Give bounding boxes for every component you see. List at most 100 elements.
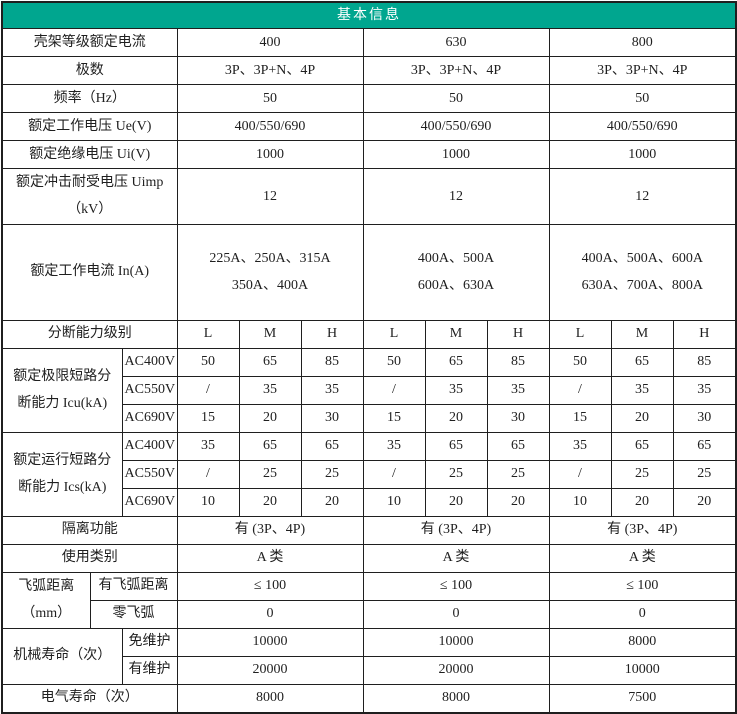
table-row: 使用类别 A 类 A 类 A 类: [1, 543, 737, 573]
label-in: 额定工作电流 In(A): [1, 223, 178, 321]
value-icu-ac550v-9: 35: [672, 375, 737, 405]
value-icu-ac690v-4: 15: [362, 403, 426, 433]
value-ics-ac550v-4: /: [362, 459, 426, 489]
table-row: 分断能力级别 L M H L M H L M H: [1, 319, 737, 349]
label-ue: 额定工作电压 Ue(V): [1, 112, 178, 141]
value-category-1: A 类: [176, 543, 364, 573]
value-in-1: 225A、250A、315A 350A、400A: [176, 223, 364, 321]
value-category-2: A 类: [362, 543, 550, 573]
value-ui-2: 1000: [362, 140, 550, 169]
table-row: 额定绝缘电压 Ui(V) 1000 1000 1000: [1, 140, 737, 169]
table-row: 隔离功能 有 (3P、4P) 有 (3P、4P) 有 (3P、4P): [1, 515, 737, 545]
label-uimp-line1: 额定冲击耐受电压 Uimp: [16, 175, 164, 190]
value-ics-ac690v-1: 10: [176, 487, 240, 517]
value-icu-ac550v-5: 35: [424, 375, 488, 405]
value-ics-ac690v-9: 20: [672, 487, 737, 517]
table-row: 有维护 20000 20000 10000: [2, 655, 737, 685]
value-arc-with-2: ≤ 100: [362, 571, 550, 601]
value-grade-6: H: [486, 319, 550, 349]
table-row: 额定工作电压 Ue(V) 400/550/690 400/550/690 400…: [1, 112, 737, 141]
value-in-2-line1: 400A、500A: [417, 250, 495, 266]
sublabel-icu-ac400v: AC400V: [121, 347, 178, 377]
value-poles-3: 3P、3P+N、4P: [548, 56, 737, 85]
value-ics-ac550v-5: 25: [424, 459, 488, 489]
value-mech-maint-1: 20000: [176, 655, 364, 685]
value-uimp-1: 12: [176, 168, 364, 225]
value-icu-ac690v-3: 30: [300, 403, 364, 433]
label-ics-line1: 额定运行短路分: [13, 452, 112, 468]
value-icu-ac550v-1: /: [176, 375, 240, 405]
value-icu-ac690v-7: 15: [548, 403, 612, 433]
value-ics-ac690v-5: 20: [424, 487, 488, 517]
label-uimp-line2: （kV）: [67, 202, 113, 218]
label-arc-line2: （mm）: [21, 606, 72, 622]
value-icu-ac400v-7: 50: [548, 347, 612, 377]
value-isolation-1: 有 (3P、4P): [176, 515, 364, 545]
label-isolation: 隔离功能: [1, 515, 178, 545]
label-uimp: 额定冲击耐受电压 Uimp （kV）: [1, 168, 178, 225]
value-icu-ac400v-9: 85: [672, 347, 737, 377]
value-ics-ac400v-9: 65: [672, 431, 737, 461]
value-ics-ac400v-6: 65: [486, 431, 550, 461]
value-frequency-3: 50: [548, 84, 737, 113]
value-ics-ac690v-4: 10: [362, 487, 426, 517]
sublabel-icu-ac550v: AC550V: [121, 375, 178, 405]
value-ics-ac550v-6: 25: [486, 459, 550, 489]
table-row: 零飞弧 0 0 0: [2, 599, 737, 629]
value-arc-with-3: ≤ 100: [548, 571, 737, 601]
value-ics-ac690v-7: 10: [548, 487, 612, 517]
label-icu-line1: 额定极限短路分: [13, 368, 112, 384]
value-icu-ac400v-5: 65: [424, 347, 488, 377]
value-grade-4: L: [362, 319, 426, 349]
label-frame-current: 壳架等级额定电流: [1, 28, 178, 57]
value-ics-ac400v-3: 65: [300, 431, 364, 461]
value-ics-ac400v-7: 35: [548, 431, 612, 461]
value-in-1-line2: 350A、400A: [231, 278, 309, 294]
table-row: 频率（Hz） 50 50 50: [1, 84, 737, 113]
value-elec-1: 8000: [176, 683, 364, 714]
label-elec-life: 电气寿命（次）: [1, 683, 178, 714]
value-ics-ac550v-3: 25: [300, 459, 364, 489]
value-poles-2: 3P、3P+N、4P: [362, 56, 550, 85]
table-row: 额定工作电流 In(A) 225A、250A、315A 350A、400A 40…: [1, 223, 737, 321]
value-icu-ac690v-6: 30: [486, 403, 550, 433]
table-row: AC550V / 25 25 / 25 25 / 25 25: [2, 459, 737, 489]
value-icu-ac550v-4: /: [362, 375, 426, 405]
table-row: AC550V / 35 35 / 35 35 / 35 35: [2, 375, 737, 405]
label-poles: 极数: [1, 56, 178, 85]
value-elec-2: 8000: [362, 683, 550, 714]
value-icu-ac550v-8: 35: [610, 375, 674, 405]
value-icu-ac550v-7: /: [548, 375, 612, 405]
table-row: 额定运行短路分 断能力 Ics(kA) AC400V 35 65 65 35 6…: [1, 431, 737, 517]
value-icu-ac690v-9: 30: [672, 403, 737, 433]
label-icu-line2: 断能力 Icu(kA): [17, 396, 108, 412]
value-ics-ac400v-2: 65: [238, 431, 302, 461]
value-icu-ac690v-2: 20: [238, 403, 302, 433]
value-ics-ac550v-1: /: [176, 459, 240, 489]
value-icu-ac400v-2: 65: [238, 347, 302, 377]
value-ics-ac550v-8: 25: [610, 459, 674, 489]
label-frequency: 频率（Hz）: [1, 84, 178, 113]
value-arc-with-1: ≤ 100: [176, 571, 364, 601]
table-row: 额定冲击耐受电压 Uimp （kV） 12 12 12: [1, 168, 737, 225]
label-category: 使用类别: [1, 543, 178, 573]
value-uimp-3: 12: [548, 168, 737, 225]
value-ics-ac400v-4: 35: [362, 431, 426, 461]
value-in-2-line2: 600A、630A: [417, 278, 495, 294]
value-grade-8: M: [610, 319, 674, 349]
value-in-1-line1: 225A、250A、315A: [209, 250, 331, 266]
sublabel-ics-ac690v: AC690V: [121, 487, 178, 517]
value-poles-1: 3P、3P+N、4P: [176, 56, 364, 85]
value-grade-5: M: [424, 319, 488, 349]
value-mech-maintfree-1: 10000: [176, 627, 364, 657]
value-icu-ac550v-3: 35: [300, 375, 364, 405]
value-ui-3: 1000: [548, 140, 737, 169]
table-row: 额定极限短路分 断能力 Icu(kA) AC400V 50 65 85 50 6…: [1, 347, 737, 433]
value-ue-3: 400/550/690: [548, 112, 737, 141]
table-row: 极数 3P、3P+N、4P 3P、3P+N、4P 3P、3P+N、4P: [1, 56, 737, 85]
value-mech-maint-3: 10000: [548, 655, 737, 685]
label-mech-life: 机械寿命（次）: [1, 627, 123, 685]
value-ue-2: 400/550/690: [362, 112, 550, 141]
value-icu-ac400v-6: 85: [486, 347, 550, 377]
